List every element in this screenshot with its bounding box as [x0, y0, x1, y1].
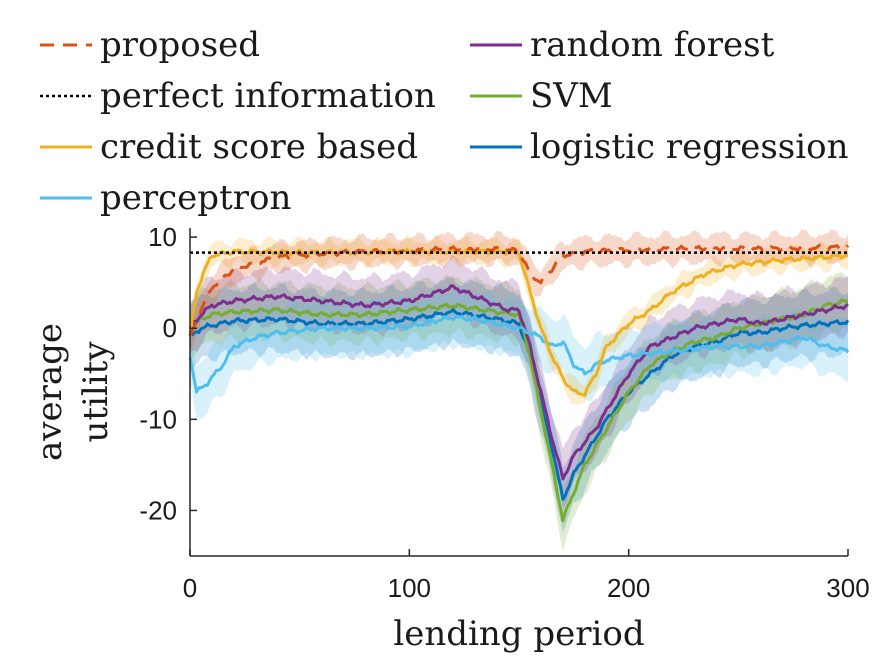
- legend-label-proposed: proposed: [100, 25, 260, 65]
- series-lines: [188, 243, 850, 523]
- legend-label-credit-score-based: credit score based: [100, 127, 418, 167]
- x-tick-label-200: 200: [607, 573, 650, 603]
- y-tick-label--20: -20: [139, 495, 177, 525]
- legend-label-svm: SVM: [530, 76, 613, 116]
- x-axis-label: lending period: [393, 614, 644, 654]
- y-axis-label-line-1: average: [30, 323, 70, 461]
- legend-label-random-forest: random forest: [530, 25, 775, 65]
- band-credit-score-based: [190, 235, 848, 406]
- y-tick-label-10: 10: [148, 222, 177, 252]
- band-perceptron: [190, 285, 848, 420]
- x-tick-label-100: 100: [388, 573, 431, 603]
- y-axis-label: average utility: [30, 323, 116, 461]
- legend-label-logistic-regression: logistic regression: [530, 127, 848, 167]
- y-tick-label-0: 0: [163, 313, 177, 343]
- band-proposed: [190, 229, 848, 353]
- line-logistic-regression: [189, 307, 850, 501]
- x-tick-label-300: 300: [826, 573, 869, 603]
- line-credit-score-based: [188, 247, 848, 397]
- y-tick-label--10: -10: [139, 404, 177, 434]
- line-proposed: [188, 243, 850, 336]
- axes: [189, 228, 848, 557]
- band-random-forest: [190, 255, 848, 509]
- y-axis-label-line-2: utility: [76, 341, 116, 443]
- confidence-bands: [190, 229, 848, 552]
- legend-label-perfect-information: perfect information: [100, 76, 436, 116]
- line-random-forest: [188, 284, 849, 481]
- legend-label-perceptron: perceptron: [100, 178, 291, 218]
- band-logistic-regression: [190, 277, 848, 533]
- x-tick-label-0: 0: [183, 573, 197, 603]
- line-perceptron: [188, 314, 850, 394]
- legend: proposed perfect information credit score …: [40, 25, 848, 218]
- band-svm: [190, 271, 848, 552]
